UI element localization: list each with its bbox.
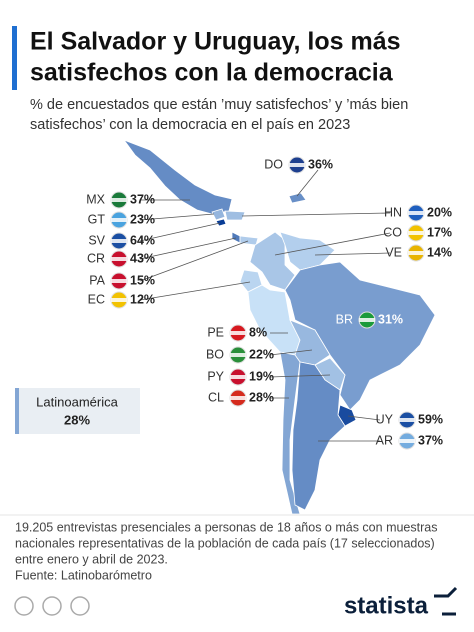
flag-stripe	[399, 418, 415, 422]
country-code: BR	[336, 312, 353, 326]
summary-swatch	[15, 388, 19, 434]
brand-logo	[434, 586, 458, 616]
license-icons	[14, 596, 90, 616]
country-code: PY	[207, 369, 224, 383]
subtitle-line: % de encuestados que están ’muy satisfec…	[30, 97, 408, 113]
title-line: El Salvador y Uruguay, los más	[30, 28, 401, 56]
country-code: VE	[385, 245, 402, 259]
leader-line	[139, 240, 249, 282]
value-label: 28%	[249, 390, 274, 404]
leader-line	[139, 237, 237, 260]
value-label: 59%	[418, 412, 443, 426]
country	[284, 261, 436, 411]
country	[224, 210, 246, 221]
country-code: HN	[384, 205, 402, 219]
leader-line	[347, 415, 381, 421]
value-label: 36%	[308, 157, 333, 171]
leader-line	[296, 169, 319, 197]
leader-line	[269, 349, 313, 356]
value-label: 31%	[378, 312, 403, 326]
country-code: AR	[376, 433, 393, 447]
flag-stripe	[111, 239, 127, 243]
value-label: 17%	[427, 225, 452, 239]
country	[215, 218, 227, 227]
flag-stripe	[359, 318, 375, 322]
value-label: 37%	[130, 192, 155, 206]
brand: statista	[344, 592, 429, 619]
title-accent	[12, 26, 17, 90]
value-label: 8%	[249, 325, 267, 339]
flag-stripe	[408, 231, 424, 235]
leader-line	[314, 252, 391, 256]
flag-stripe	[408, 211, 424, 215]
country	[239, 235, 259, 246]
source: Fuente: Latinobarómetro	[15, 568, 152, 582]
value-label: 23%	[130, 212, 155, 226]
flag-stripe	[111, 257, 127, 261]
leader-line	[139, 222, 221, 242]
value-label: 15%	[130, 273, 155, 287]
value-label: 22%	[249, 347, 274, 361]
country-code: DO	[264, 157, 283, 171]
country	[291, 361, 346, 511]
country-code: CO	[383, 225, 402, 239]
country-code: CL	[208, 390, 224, 404]
map	[122, 139, 436, 515]
note-line: entre enero y abril de 2023.	[15, 552, 168, 566]
value-label: 20%	[427, 205, 452, 219]
value-label: 12%	[130, 292, 155, 306]
value-label: 37%	[418, 433, 443, 447]
flag-stripe	[111, 198, 127, 202]
country-code: EC	[88, 292, 105, 306]
leader-line	[139, 281, 251, 301]
flag-stripe	[111, 218, 127, 222]
country-code: SV	[88, 233, 105, 247]
subtitle-line: satisfechos’ con la democracia en el paí…	[30, 117, 350, 133]
flag-stripe	[230, 353, 246, 357]
country	[288, 192, 307, 204]
leader-line	[241, 212, 391, 217]
note-line: nacionales representativas de la poblaci…	[15, 536, 435, 550]
value-label: 19%	[249, 369, 274, 383]
flag-stripe	[408, 251, 424, 255]
labels: DO 36% MX 37% GT 23% SV 64% CR 43% PA 15% EC 12% HN 20%…	[86, 156, 452, 450]
country-code: BO	[206, 347, 224, 361]
leader-line	[139, 213, 215, 221]
note-line: 19.205 entrevistas presenciales a person…	[15, 520, 437, 534]
country-code: PA	[89, 273, 105, 287]
country-code: UY	[376, 412, 394, 426]
summary-box	[15, 388, 140, 434]
value-label: 64%	[130, 233, 155, 247]
flag-stripe	[399, 439, 415, 443]
cc-icon	[14, 596, 34, 616]
country-code: GT	[88, 212, 106, 226]
country-code: PE	[207, 325, 224, 339]
flag-stripe	[289, 163, 305, 167]
by-icon	[42, 596, 62, 616]
nd-icon	[70, 596, 90, 616]
summary-label: Latinoamérica	[36, 394, 118, 409]
leader-line	[274, 232, 391, 256]
country-code: MX	[86, 192, 105, 206]
flag-stripe	[111, 279, 127, 283]
flag-stripe	[230, 331, 246, 335]
value-label: 14%	[427, 245, 452, 259]
country	[211, 208, 226, 221]
flag-stripe	[111, 298, 127, 302]
leader-line	[269, 374, 331, 378]
flag-stripe	[230, 375, 246, 379]
title-line: satisfechos con la democracia	[30, 59, 394, 87]
value-label: 43%	[130, 251, 155, 265]
country-code: CR	[87, 251, 105, 265]
summary-value: 28%	[64, 412, 90, 427]
country	[249, 231, 296, 291]
flag-stripe	[230, 396, 246, 400]
